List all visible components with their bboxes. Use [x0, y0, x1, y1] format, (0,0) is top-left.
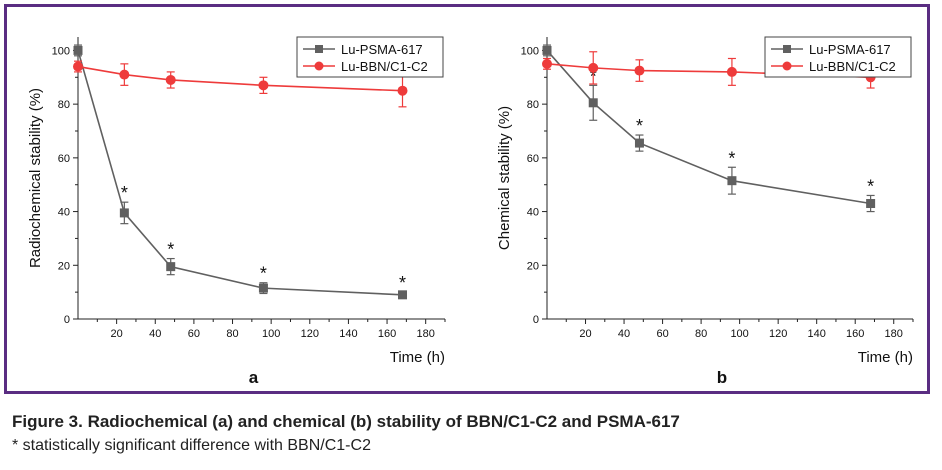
panel-a-significance-star: *	[167, 240, 174, 260]
panel-b-x-tick-label: 100	[730, 328, 748, 340]
panel-a-legend-marker-1	[314, 61, 324, 71]
figure-charts: 20 40 60 80 100 120 140 160 180 0 20 40 60 80 100 Time …	[27, 36, 914, 387]
panel-b-y-tick-label: 60	[527, 153, 539, 165]
panel-b-series-0-point	[542, 45, 552, 55]
panel-a-series-0-point	[73, 45, 83, 55]
panel-a-significance-star: *	[121, 183, 128, 203]
figure-caption-note: * statistically significant difference w…	[12, 437, 371, 454]
panel-b-legend-label-1: Lu-BBN/C1-C2	[809, 59, 896, 74]
panel-a-series-0-point	[119, 208, 129, 218]
panel-a-series-0-point	[258, 283, 268, 293]
panel-b-y-tick-label: 20	[527, 260, 539, 272]
panel-a-legend-label-1: Lu-BBN/C1-C2	[341, 59, 428, 74]
panel-b-x-tick-label: 120	[769, 328, 787, 340]
panel-a-legend-marker-0	[315, 45, 323, 53]
panel-b-series-0-point	[634, 138, 644, 148]
panel-b-legend-box	[764, 36, 912, 78]
panel-b-series-1-point	[634, 65, 645, 76]
panel-b-legend-label-0: Lu-PSMA-617	[809, 42, 891, 57]
panel-a-x-tick-label: 20	[111, 328, 123, 340]
panel-a-y-tick-label: 80	[58, 99, 70, 111]
panel-a-x-axis-label: Time (h)	[390, 349, 445, 366]
panel-a-y-tick-label: 20	[58, 260, 70, 272]
panel-b-y-tick-label: 80	[527, 99, 539, 111]
panel-b-significance-star: *	[867, 176, 874, 196]
panel-a-significance-star: *	[260, 264, 267, 284]
panel-b-y-axis-label: Chemical stability (%)	[496, 106, 513, 250]
panel-b-y-tick-label: 0	[533, 314, 539, 326]
panel-b-x-axis-label: Time (h)	[858, 349, 913, 366]
panel-a-x-tick-label: 80	[226, 328, 238, 340]
panel-b-x-tick-label: 180	[885, 328, 903, 340]
panel-b-legend-marker-1	[782, 61, 792, 71]
panel-b-series-0-point	[866, 199, 876, 209]
figure-frame: 20 40 60 80 100 120 140 160 180 0 20 40 60 80 100 Time …	[4, 4, 930, 394]
panel-b-series-1-point	[726, 66, 737, 77]
panel-a-x-tick-label: 40	[149, 328, 161, 340]
panel-a-series-1-point	[73, 61, 83, 72]
panel-a-y-tick-label: 40	[58, 207, 70, 219]
panel-b-x-tick-label: 60	[656, 328, 668, 340]
panel-a-label: a	[249, 368, 259, 387]
panel-a-x-tick-label: 60	[188, 328, 200, 340]
panel-b-label: b	[717, 368, 727, 387]
panel-b-x-tick-label: 20	[579, 328, 591, 340]
panel-a-series-1-point	[165, 74, 176, 85]
panel-a-series-1-point	[258, 80, 269, 91]
panel-b-series-0-point	[588, 98, 598, 108]
panel-b-x-tick-label: 80	[695, 328, 707, 340]
panel-b-series-1-point	[588, 62, 599, 73]
panel-b-series-1-point	[542, 58, 552, 69]
panel-b-series-0-point	[727, 176, 737, 186]
figure-caption-title: Figure 3. Radiochemical (a) and chemical…	[12, 412, 680, 431]
panel-a-significance-star: *	[399, 273, 406, 293]
panel-a-y-tick-label: 60	[58, 153, 70, 165]
panel-a-legend-label-0: Lu-PSMA-617	[341, 42, 423, 57]
panel-b-x-tick-label: 140	[808, 328, 826, 340]
panel-a-x-tick-label: 140	[339, 328, 357, 340]
panel-a-x-tick-label: 100	[262, 328, 280, 340]
panel-a-series-0-point	[398, 290, 408, 300]
panel-b-y-tick-label: 100	[521, 45, 539, 57]
panel-a-series-1-point	[119, 69, 130, 80]
panel-a-x-tick-label: 180	[417, 328, 435, 340]
panel-b-x-tick-label: 40	[618, 328, 630, 340]
panel-a-series-1-point	[397, 85, 408, 96]
panel-b-significance-star: *	[728, 148, 735, 168]
panel-a-y-axis-label: Radiochemical stability (%)	[27, 88, 44, 268]
panel-a-y-tick-label: 100	[52, 45, 70, 57]
panel-b-significance-star: *	[636, 116, 643, 136]
panel-a-legend-box	[296, 36, 444, 78]
panel-a-x-tick-label: 160	[378, 328, 396, 340]
panel-a-y-tick-label: 0	[64, 314, 70, 326]
panel-b-legend-marker-0	[783, 45, 791, 53]
panel-b-x-tick-label: 160	[846, 328, 864, 340]
panel-a-series-0-line	[77, 50, 403, 296]
panel-b-y-tick-label: 40	[527, 207, 539, 219]
panel-a-x-tick-label: 120	[301, 328, 319, 340]
panel-a-series-0-point	[166, 262, 176, 272]
